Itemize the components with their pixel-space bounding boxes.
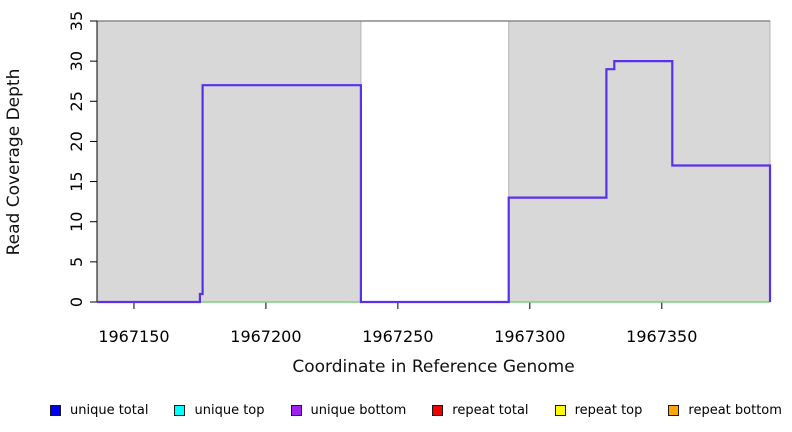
legend-item-repeat-bottom: repeat bottom (668, 403, 782, 418)
y-tick-label: 5 (67, 257, 86, 267)
series-line (97, 59, 772, 304)
legend-label: repeat top (574, 402, 643, 418)
legend-item-unique-total: unique total (50, 403, 148, 418)
unique-bottom-swatch-icon (290, 404, 302, 416)
legend-item-repeat-top: repeat top (554, 402, 643, 418)
legend-label: unique total (70, 402, 149, 418)
y-tick-label: 0 (67, 297, 86, 307)
legend-item-unique-top: unique top (174, 402, 265, 418)
repeat-total-swatch-icon (432, 404, 444, 416)
x-tick-label: 1967150 (98, 327, 169, 346)
x-tick-label: 1967200 (230, 327, 301, 346)
y-tick-label: 35 (67, 11, 86, 31)
y-tick-label: 25 (67, 91, 86, 111)
legend-label: unique top (194, 402, 265, 418)
legend: unique total unique top unique bottom re… (50, 400, 782, 420)
repeat-bottom-swatch-icon (668, 404, 680, 416)
x-tick-label: 1967300 (494, 327, 565, 346)
unique-top-swatch-icon (174, 404, 186, 416)
repeat-top-swatch-icon (554, 404, 566, 416)
legend-label: repeat bottom (688, 402, 782, 418)
shaded-region (508, 20, 771, 303)
shaded-region (96, 20, 362, 303)
legend-item-repeat-total: repeat total (432, 402, 529, 418)
legend-label: repeat total (452, 402, 529, 418)
x-tick-label: 1967350 (626, 327, 697, 346)
y-tick-label: 20 (67, 131, 86, 151)
legend-item-unique-bottom: unique bottom (290, 402, 407, 418)
y-tick-label: 30 (67, 51, 86, 71)
unique-total-swatch-icon (50, 404, 61, 416)
x-tick-label: 1967250 (362, 327, 433, 346)
y-axis-title: Read Coverage Depth (4, 68, 24, 256)
legend-label: unique bottom (310, 402, 407, 418)
x-axis-title: Coordinate in Reference Genome (292, 357, 575, 377)
y-tick-label: 10 (67, 212, 86, 232)
y-tick-label: 15 (67, 171, 86, 191)
